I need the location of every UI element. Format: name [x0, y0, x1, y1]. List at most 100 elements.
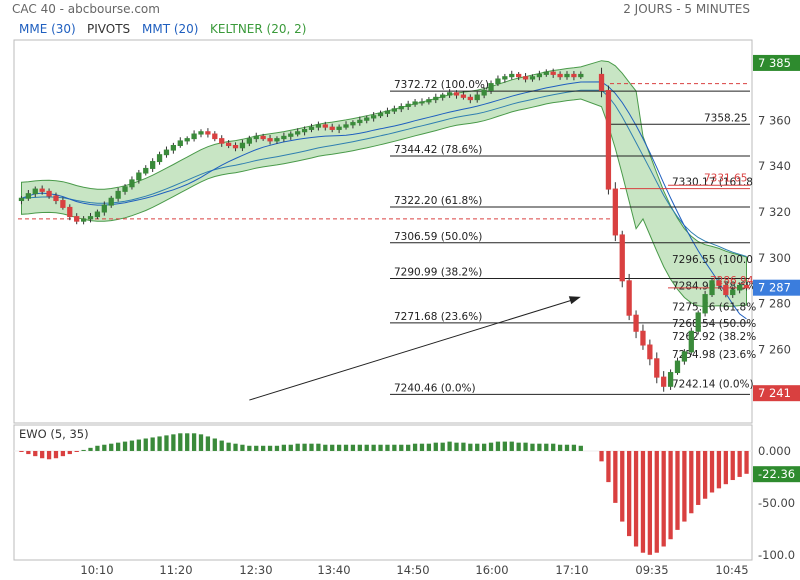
- indicator-mme[interactable]: MME (30): [19, 22, 76, 36]
- candle-body: [129, 179, 135, 188]
- ewo-bar: [261, 445, 266, 451]
- ewo-bar: [219, 440, 224, 451]
- candle-body: [612, 188, 618, 236]
- candle-body: [350, 122, 356, 126]
- candle-body: [191, 133, 197, 140]
- candle-body: [308, 126, 315, 130]
- candle-body: [522, 76, 529, 80]
- time-axis-tick: 14:50: [396, 563, 429, 577]
- ewo-bar: [371, 444, 376, 451]
- candle-body: [557, 73, 563, 78]
- ewo-bar: [675, 450, 680, 530]
- price-tag-bg: [753, 385, 800, 402]
- time-axis-tick: 10:45: [715, 563, 748, 577]
- candle-body: [564, 73, 570, 78]
- candle-body: [253, 135, 259, 140]
- candle-body: [391, 108, 397, 112]
- ewo-bar: [88, 447, 93, 451]
- candle-body: [46, 190, 52, 197]
- ewo-bar: [33, 450, 38, 457]
- candle-body: [336, 126, 342, 130]
- ewo-bar: [357, 444, 362, 451]
- candle-body: [39, 188, 45, 192]
- ewo-panel-frame: [13, 424, 753, 561]
- candle-body: [640, 330, 646, 346]
- ewo-bar: [419, 443, 425, 451]
- candle-body: [108, 197, 114, 206]
- candle-body: [398, 106, 404, 110]
- candle-body: [87, 216, 94, 220]
- candle-body: [516, 73, 522, 78]
- candle-body: [571, 73, 577, 78]
- candle-body: [433, 96, 439, 101]
- ewo-bar: [350, 444, 356, 451]
- ewo-bar: [164, 435, 169, 451]
- time-axis-tick: 12:30: [239, 563, 272, 577]
- ewo-bar: [454, 442, 459, 451]
- candle-body: [60, 200, 66, 208]
- candle-body: [225, 142, 232, 146]
- time-axis-tick: 09:35: [635, 563, 668, 577]
- ewo-bar: [744, 450, 749, 474]
- price-axis-tick: 7 300: [758, 251, 791, 265]
- candle-body: [702, 294, 708, 314]
- candle-body: [605, 89, 612, 190]
- indicator-keltner[interactable]: KELTNER (20, 2): [210, 22, 307, 36]
- ewo-bar: [191, 433, 197, 451]
- candle-body: [18, 197, 25, 202]
- candle-body: [232, 144, 239, 149]
- candle-body: [474, 94, 480, 101]
- candle-body: [170, 144, 177, 151]
- ewo-bar: [212, 438, 217, 451]
- ewo-bar: [343, 444, 349, 451]
- ewo-bar: [336, 444, 342, 451]
- candle-body: [364, 117, 370, 121]
- candle-body: [488, 83, 494, 91]
- candle-body: [502, 76, 508, 80]
- candle-body: [460, 94, 467, 98]
- ewo-bar: [440, 442, 445, 451]
- indicator-mmt[interactable]: MMT (20): [142, 22, 199, 36]
- ewo-bar: [406, 444, 411, 451]
- candle-body: [219, 138, 225, 144]
- ewo-bar: [109, 443, 114, 451]
- candle-body: [177, 140, 183, 146]
- candle-body: [94, 211, 101, 218]
- ewo-bar: [412, 443, 418, 451]
- candle-body: [440, 94, 446, 98]
- ewo-bar: [378, 444, 383, 451]
- candle-body: [578, 73, 584, 78]
- ewo-bar: [557, 444, 563, 451]
- ewo-bar: [544, 443, 549, 451]
- ewo-bar: [668, 450, 673, 540]
- ewo-bar: [578, 445, 583, 451]
- candle-body: [536, 73, 543, 78]
- ewo-bar: [40, 450, 45, 459]
- candle-body: [647, 344, 653, 360]
- ewo-bar: [730, 450, 735, 481]
- ewo-bar: [74, 450, 79, 452]
- ewo-bar: [178, 433, 183, 451]
- fibo-left-label: 7240.46 (0.0%): [394, 382, 476, 394]
- candle-body: [543, 71, 549, 75]
- candle-body: [198, 131, 204, 135]
- ewo-bar: [198, 434, 204, 451]
- ewo-bar: [323, 444, 328, 451]
- ewo-title: EWO (5, 35): [19, 427, 89, 441]
- ewo-bar: [640, 450, 646, 553]
- ewo-bar: [516, 442, 521, 451]
- candle-body: [626, 280, 632, 316]
- candle-body: [667, 372, 674, 387]
- candle-body: [101, 204, 107, 213]
- ewo-bar: [620, 450, 625, 522]
- candle-body: [246, 138, 252, 144]
- ewo-bar: [488, 442, 494, 451]
- ewo-bar: [288, 444, 293, 451]
- ewo-bar: [81, 449, 86, 451]
- candle-body: [205, 131, 211, 135]
- time-axis-tick: 11:20: [159, 563, 192, 577]
- indicator-pivots[interactable]: PIVOTS: [87, 22, 131, 36]
- candle-body: [315, 124, 322, 128]
